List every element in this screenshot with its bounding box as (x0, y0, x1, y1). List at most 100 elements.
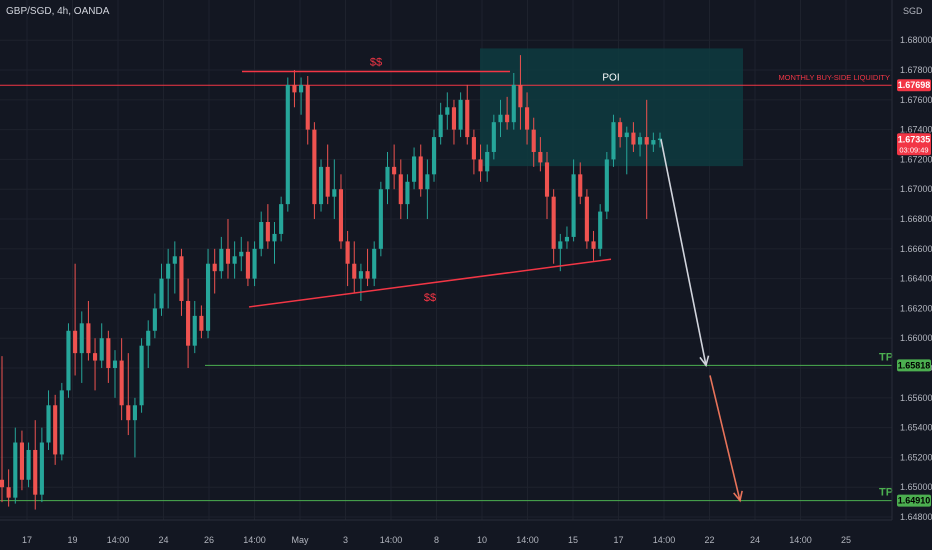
candle-body (46, 405, 51, 443)
candle-body (491, 122, 496, 152)
candle-body (358, 271, 363, 279)
tp2-label: TP (879, 487, 893, 499)
price-tick-label: 1.65600 (900, 393, 932, 403)
time-tick-label: 14:00 (789, 535, 812, 545)
candle-body (305, 84, 310, 130)
candle-body (431, 137, 437, 175)
candle-body (564, 236, 570, 242)
candle-body (232, 256, 237, 264)
candle-body (59, 390, 64, 455)
price-tick-label: 1.64800 (900, 512, 932, 522)
candle-body (385, 166, 390, 190)
price-tag (897, 79, 931, 92)
candle-body (352, 263, 357, 279)
candle-body (172, 256, 177, 264)
price-tick-label: 1.66400 (900, 274, 932, 284)
time-tick-label: 24 (158, 535, 168, 545)
candle-body (66, 330, 71, 391)
liquidity-text: MONTHLY BUY-SIDE LIQUIDITY (778, 73, 890, 82)
bottom-liquidity-line (248, 258, 612, 308)
time-tick-label: 10 (477, 535, 487, 545)
candle-body (39, 442, 44, 495)
level-lines (0, 84, 892, 502)
price-tick-label: 1.65000 (900, 482, 932, 492)
candle-body (498, 114, 503, 123)
candle-body (332, 189, 337, 197)
symbol-title: GBP/SGD, 4h, OANDA (6, 6, 110, 17)
price-tag (897, 359, 931, 372)
candle-body (139, 345, 144, 406)
time-tick-label: 26 (204, 535, 214, 545)
candle-body (112, 360, 118, 369)
candle-body (318, 166, 324, 205)
candle-body (445, 107, 450, 115)
candle-body (631, 132, 636, 145)
poi-label: POI (602, 72, 619, 83)
candle-body (33, 449, 38, 495)
candle-body (657, 138, 663, 141)
time-axis[interactable]: 17 19 14:00 24 26 14:00 May 3 14:00 8 10 14:00 15 17 1… (0, 519, 892, 545)
candle-body (451, 107, 457, 130)
candle-body (505, 114, 510, 123)
candle-body (225, 248, 231, 264)
time-tick-label: 14:00 (107, 535, 130, 545)
candle-body (544, 162, 550, 197)
candle-body (485, 151, 490, 172)
drawings: $$ $$ MONTHLY BUY-SIDE LIQUIDITY POI TP TP (242, 57, 893, 503)
tp1-label: TP (879, 351, 893, 363)
time-tick-label: 8 (434, 535, 439, 545)
time-tick-label: 14:00 (243, 535, 266, 545)
candle-body (611, 122, 616, 160)
candle-body (13, 442, 18, 498)
bottom-liquidity-label: $$ (424, 292, 436, 304)
candle-body (53, 405, 58, 455)
time-tick-label: 17 (22, 535, 32, 545)
price-tick-label: 1.67400 (900, 125, 932, 135)
time-tick-label: 24 (750, 535, 760, 545)
candle-body (325, 166, 330, 197)
candle-body (478, 159, 483, 172)
candle-body (551, 196, 556, 249)
candle-body (604, 159, 609, 212)
candle-body (525, 107, 530, 130)
candle-body (199, 315, 204, 331)
candle-body (638, 137, 643, 145)
price-axis[interactable]: SGD1.680001.678001.676001.674001.672001.… (891, 0, 932, 522)
projection-arrow-1 (660, 139, 707, 366)
candle-body (92, 353, 98, 361)
candle-body (166, 263, 171, 279)
candle-body (132, 405, 137, 421)
price-tick-label: 1.67800 (900, 65, 932, 75)
price-tick-label: 1.65200 (900, 452, 932, 462)
price-tick-label: 1.67200 (900, 154, 932, 164)
candle-body (19, 442, 24, 480)
candle-body (651, 140, 656, 145)
candle-body (511, 84, 516, 123)
price-axis-currency: SGD (903, 6, 923, 16)
candle-body (205, 263, 211, 331)
candle-body (558, 241, 563, 249)
candle-body (458, 99, 463, 130)
candle-body (259, 222, 264, 249)
candles (0, 55, 663, 510)
candle-body (618, 122, 623, 138)
candle-body (392, 166, 397, 175)
price-tag-label: 1.64910 (898, 496, 931, 506)
candle-body (578, 174, 583, 197)
candle-body (425, 174, 430, 190)
candle-body (239, 251, 244, 257)
candle-body (265, 222, 270, 242)
candle-body (146, 330, 151, 346)
candle-body (531, 129, 536, 152)
projection-arrow-1-head (699, 355, 710, 368)
candle-body (378, 189, 383, 249)
candle-body (365, 271, 370, 279)
candle-body (471, 137, 476, 160)
time-tick-label: 15 (568, 535, 578, 545)
price-tick-label: 1.67600 (900, 95, 932, 105)
price-tick-label: 1.67000 (900, 184, 932, 194)
candle-body (299, 84, 304, 93)
projection-arrow-2 (709, 375, 741, 501)
